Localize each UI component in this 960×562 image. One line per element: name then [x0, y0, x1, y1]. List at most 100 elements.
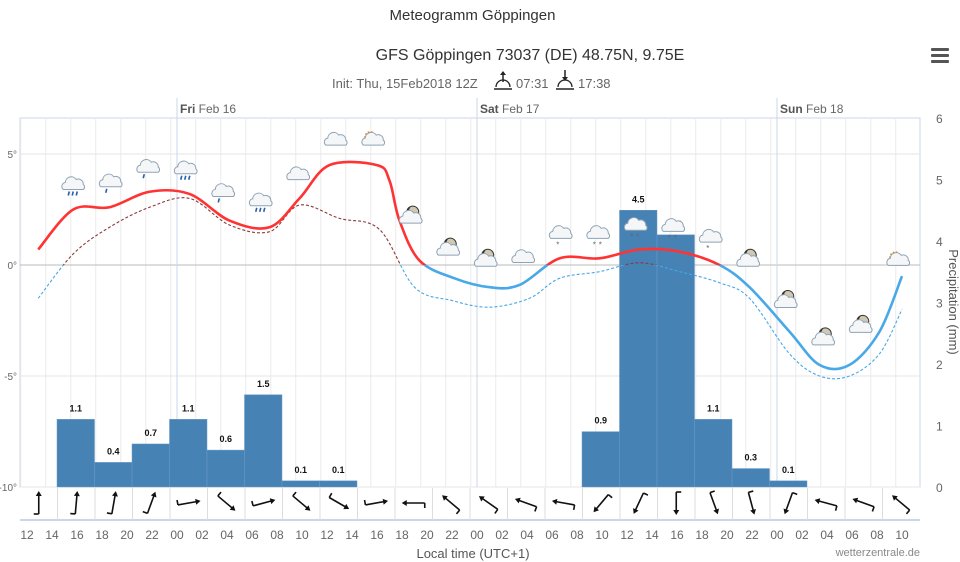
raindrop: [75, 191, 79, 196]
moon-cloud-icon: [473, 248, 498, 267]
sunrise-time: 07:31: [516, 76, 549, 91]
snowflake: *: [636, 232, 639, 241]
wind-arrow-icon: [514, 497, 538, 512]
wind-arrow-icon: [292, 491, 311, 511]
x-tick: 02: [795, 528, 809, 542]
x-tick: 02: [195, 528, 209, 542]
x-tick: 10: [895, 528, 909, 542]
precip-bar: [656, 234, 695, 488]
moon-cloud-icon: [736, 248, 761, 267]
dewpoint-line-warm: [62, 197, 658, 265]
precip-bar: [94, 462, 133, 488]
day-label: Sat Feb 17: [480, 102, 540, 116]
raindrop: [71, 191, 75, 196]
y-left-tick: 0°: [7, 261, 17, 272]
x-tick: 16: [370, 528, 384, 542]
sun-cloud-icon: [886, 251, 911, 266]
init-row: Init: Thu, 15Feb2018 12Z 07:31 17:38: [332, 70, 611, 91]
x-tick: 22: [445, 528, 459, 542]
x-tick: 10: [595, 528, 609, 542]
x-tick: 20: [720, 528, 734, 542]
raindrop: [183, 175, 187, 180]
x-axis-label: Local time (UTC+1): [416, 546, 529, 561]
y-right-tick: 2: [936, 358, 943, 372]
day-date: Feb 18: [803, 102, 844, 116]
wind-arrow-icon: [442, 495, 461, 515]
wind-arrow-icon: [70, 491, 80, 515]
precip-bar: [769, 480, 808, 488]
x-tick: 08: [870, 528, 884, 542]
precip-bar: [244, 394, 283, 488]
y-right-tick: 4: [936, 235, 943, 249]
wind-arrow-icon: [783, 491, 798, 515]
snowflake: *: [599, 240, 602, 249]
temperature-line-warm: [37, 160, 723, 265]
cloud-shape: [211, 183, 236, 197]
x-tick: 04: [220, 528, 234, 542]
precip-bar: [131, 443, 170, 488]
cloud-shape: [623, 217, 648, 231]
precip-label: 0.4: [107, 446, 120, 456]
precip-bar: [56, 419, 95, 488]
raindrop: [179, 175, 183, 180]
x-tick: 18: [695, 528, 709, 542]
moon-cloud-icon: [436, 237, 461, 256]
cloud-icon: [286, 166, 311, 181]
precip-bar: [319, 480, 358, 488]
precip-label: 0.6: [219, 434, 232, 444]
x-tick: 00: [770, 528, 784, 542]
x-tick: 16: [70, 528, 84, 542]
cloud-shape: [848, 319, 873, 333]
wind-arrow-icon: [217, 491, 236, 511]
cloud-shape: [173, 160, 198, 175]
cloud-shape: [136, 159, 161, 173]
y-left-tick: -5°: [4, 372, 17, 383]
cloud-shape: [398, 209, 423, 224]
snowflake: *: [706, 244, 709, 253]
y-right-tick: 0: [936, 481, 943, 495]
sunset-icon: [556, 70, 574, 90]
cloud-icon: [511, 249, 536, 263]
cloud-shape: [586, 225, 611, 239]
precip-bar: [169, 419, 208, 488]
cloud-shape: [886, 252, 911, 266]
raindrop: [142, 174, 146, 179]
wind-arrow-icon: [633, 492, 649, 514]
moon-cloud-icon: [848, 314, 873, 333]
cloud-shape: [511, 249, 536, 263]
x-tick: 08: [270, 528, 284, 542]
x-tick: 14: [45, 528, 59, 542]
rain-light-icon: [136, 159, 161, 179]
wind-arrow-icon: [551, 498, 576, 510]
raindrop: [67, 191, 71, 196]
wind-arrow-icon: [673, 491, 682, 515]
snowflake: *: [593, 240, 596, 249]
cloud-shape: [698, 228, 723, 243]
x-tick: 18: [95, 528, 109, 542]
x-tick: 18: [395, 528, 409, 542]
wind-arrow-icon: [251, 498, 276, 507]
x-tick: 06: [545, 528, 559, 542]
x-tick: 12: [320, 528, 334, 542]
wind-arrow-icon: [33, 491, 42, 515]
precip-label: 0.1: [294, 465, 307, 475]
x-tick: 14: [645, 528, 659, 542]
page-title: Meteogramm Göppingen: [389, 7, 556, 24]
cloud-shape: [473, 253, 498, 267]
snow-heavy-icon: * *: [586, 225, 611, 249]
y-left-tick: 5°: [7, 150, 17, 161]
precip-label: 0.9: [594, 416, 607, 426]
cloud-shape: [436, 241, 461, 256]
wind-arrow-icon: [892, 495, 911, 515]
wind-arrow-icon: [328, 492, 350, 510]
hamburger-menu-icon[interactable]: [931, 48, 949, 66]
x-tick: 12: [20, 528, 34, 542]
credit-label: wetterzentrale.de: [835, 547, 920, 559]
wind-arrow-icon: [814, 498, 838, 511]
y-right-tick: 6: [936, 112, 943, 126]
snow-icon: * *: [623, 217, 648, 241]
y-right-tick: 1: [936, 420, 943, 434]
precip-bar: [694, 419, 733, 488]
raindrop: [104, 188, 108, 193]
cloud-shape: [773, 294, 798, 308]
